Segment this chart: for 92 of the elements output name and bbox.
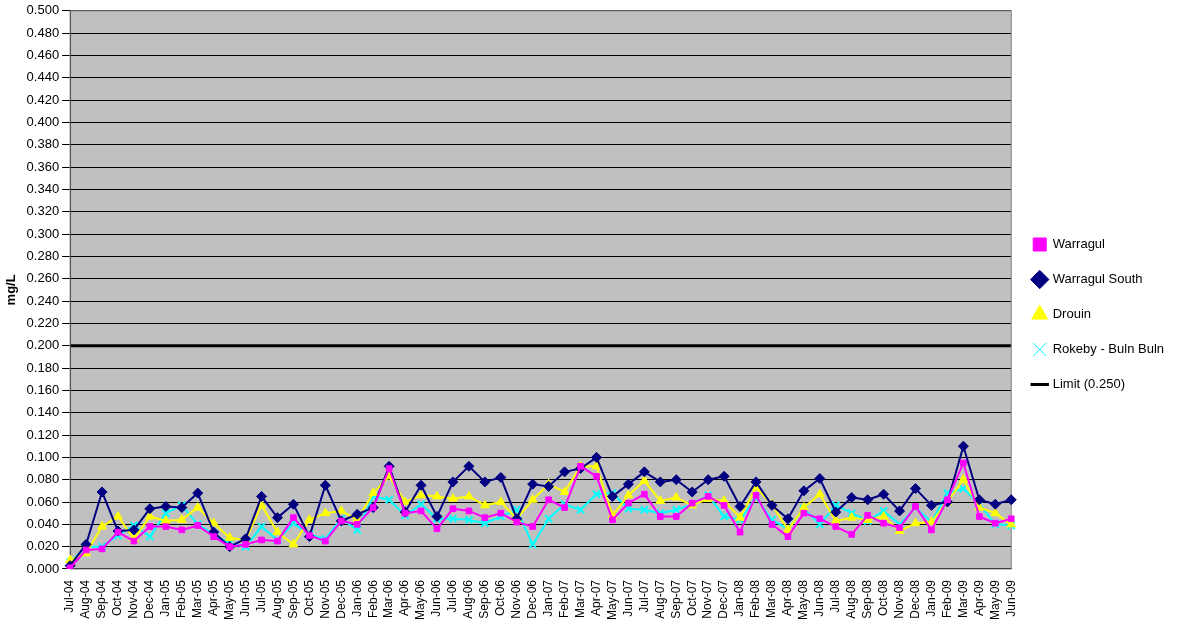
x-tick-label: Feb-09 — [939, 579, 954, 619]
x-tick-label: Jul-06 — [445, 579, 460, 613]
x-tick-label: Mar-06 — [381, 579, 396, 618]
x-tick-label: Feb-06 — [365, 579, 380, 619]
x-tick-label: Nov-06 — [509, 579, 524, 619]
x-tick-label: Jul-04 — [62, 579, 77, 613]
x-tick-label: Mar-05 — [190, 579, 205, 618]
x-tick-label: Oct-05 — [301, 579, 316, 616]
x-tick-label: Jun-05 — [237, 579, 252, 617]
x-tick-label: Jul-05 — [253, 579, 268, 613]
y-tick-label: 0.080 — [26, 471, 60, 487]
x-tick-label: Aug-05 — [269, 579, 284, 619]
x-tick-label: Mar-08 — [764, 579, 779, 618]
y-tick-label: 0.500 — [26, 2, 60, 18]
x-tick-label: Dec-06 — [525, 579, 540, 619]
y-tick-label: 0.280 — [26, 247, 60, 263]
y-tick-label: 0.100 — [26, 448, 60, 464]
x-tick-label: Apr-07 — [588, 579, 603, 617]
x-tick-label: Dec-05 — [333, 579, 348, 619]
y-tick-label: 0.020 — [26, 538, 60, 554]
x-tick-label: Jan-06 — [349, 579, 364, 617]
x-tick-label: Aug-08 — [844, 579, 859, 619]
x-tick-label: Sep-04 — [94, 579, 109, 619]
y-tick-label: 0.340 — [26, 181, 60, 196]
legend-label: Limit (0.250) — [1052, 376, 1125, 392]
x-tick-label: Feb-07 — [556, 579, 571, 619]
x-tick-label: Jan-05 — [158, 579, 173, 617]
x-tick-label: Dec-08 — [907, 579, 922, 619]
x-tick-label: Sep-07 — [668, 579, 683, 619]
x-tick-label: Nov-08 — [891, 579, 906, 619]
x-tick-label: Jul-07 — [636, 579, 651, 613]
x-tick-label: May-05 — [221, 579, 236, 620]
x-tick-label: Dec-07 — [716, 579, 731, 619]
y-tick-label: 0.480 — [26, 24, 60, 40]
x-tick-label: Jan-09 — [923, 579, 938, 617]
y-tick-label: 0.440 — [26, 69, 60, 85]
x-tick-label: Apr-08 — [780, 579, 795, 617]
x-tick-label: Jun-08 — [812, 579, 827, 617]
y-tick-label: 0.180 — [26, 359, 60, 375]
x-tick-label: Nov-05 — [317, 579, 332, 619]
y-tick-label: 0.120 — [26, 426, 60, 442]
y-tick-label: 0.320 — [26, 203, 60, 219]
y-tick-label: 0.460 — [26, 47, 60, 63]
y-tick-label: 0.260 — [26, 270, 60, 286]
x-tick-label: Oct-07 — [684, 579, 699, 616]
legend-label: Warragul South — [1052, 271, 1143, 287]
x-tick-label: Sep-08 — [859, 579, 874, 619]
y-tick-label: 0.300 — [26, 225, 60, 241]
x-tick-label: Oct-06 — [493, 579, 508, 616]
x-tick-label: Aug-07 — [652, 579, 667, 619]
x-tick-label: Dec-04 — [142, 579, 157, 619]
x-tick-label: Oct-08 — [875, 579, 890, 616]
y-tick-label: 0.040 — [26, 515, 60, 531]
legend-label: Rokeby - Buln Buln — [1052, 341, 1164, 357]
x-tick-label: Sep-06 — [477, 579, 492, 619]
x-tick-label: Jul-08 — [828, 579, 843, 613]
legend-label: Drouin — [1052, 306, 1092, 322]
legend-label: Warragul — [1052, 236, 1106, 252]
y-axis-title: mg/L — [3, 274, 19, 306]
x-tick-label: Apr-06 — [397, 579, 412, 617]
x-tick-label: Jun-09 — [1003, 579, 1018, 617]
x-tick-label: Mar-09 — [955, 579, 970, 618]
y-tick-label: 0.420 — [26, 91, 60, 107]
x-tick-label: Jan-07 — [540, 579, 555, 617]
x-tick-label: Nov-07 — [700, 579, 715, 619]
x-tick-label: Aug-06 — [461, 579, 476, 619]
x-tick-label: May-08 — [796, 579, 811, 620]
y-tick-label: 0.360 — [26, 158, 60, 174]
x-tick-label: May-07 — [604, 579, 619, 620]
x-tick-label: Apr-09 — [971, 579, 986, 617]
x-tick-label: Aug-04 — [78, 579, 93, 619]
x-tick-label: Mar-07 — [572, 579, 587, 618]
y-tick-label: 0.160 — [26, 381, 60, 397]
y-tick-label: 0.380 — [26, 136, 60, 152]
x-tick-label: Feb-08 — [748, 579, 763, 619]
x-tick-label: Feb-05 — [174, 579, 189, 619]
x-tick-label: Apr-05 — [206, 579, 220, 617]
x-tick-label: Jun-07 — [620, 579, 635, 617]
x-tick-label: Jun-06 — [429, 579, 444, 617]
x-tick-label: Oct-04 — [110, 579, 125, 616]
x-tick-label: Jan-08 — [732, 579, 747, 617]
y-tick-label: 0.220 — [26, 314, 60, 330]
y-tick-label: 0.240 — [26, 292, 60, 308]
y-tick-label: 0.400 — [26, 114, 60, 130]
x-tick-label: May-09 — [987, 579, 1002, 620]
y-tick-label: 0.000 — [26, 560, 60, 576]
y-tick-label: 0.200 — [26, 337, 60, 353]
x-tick-label: May-06 — [413, 579, 428, 620]
y-tick-label: 0.060 — [26, 493, 60, 509]
x-tick-label: Nov-04 — [126, 579, 141, 619]
y-tick-label: 0.140 — [26, 404, 60, 420]
x-tick-label: Sep-05 — [285, 579, 300, 619]
